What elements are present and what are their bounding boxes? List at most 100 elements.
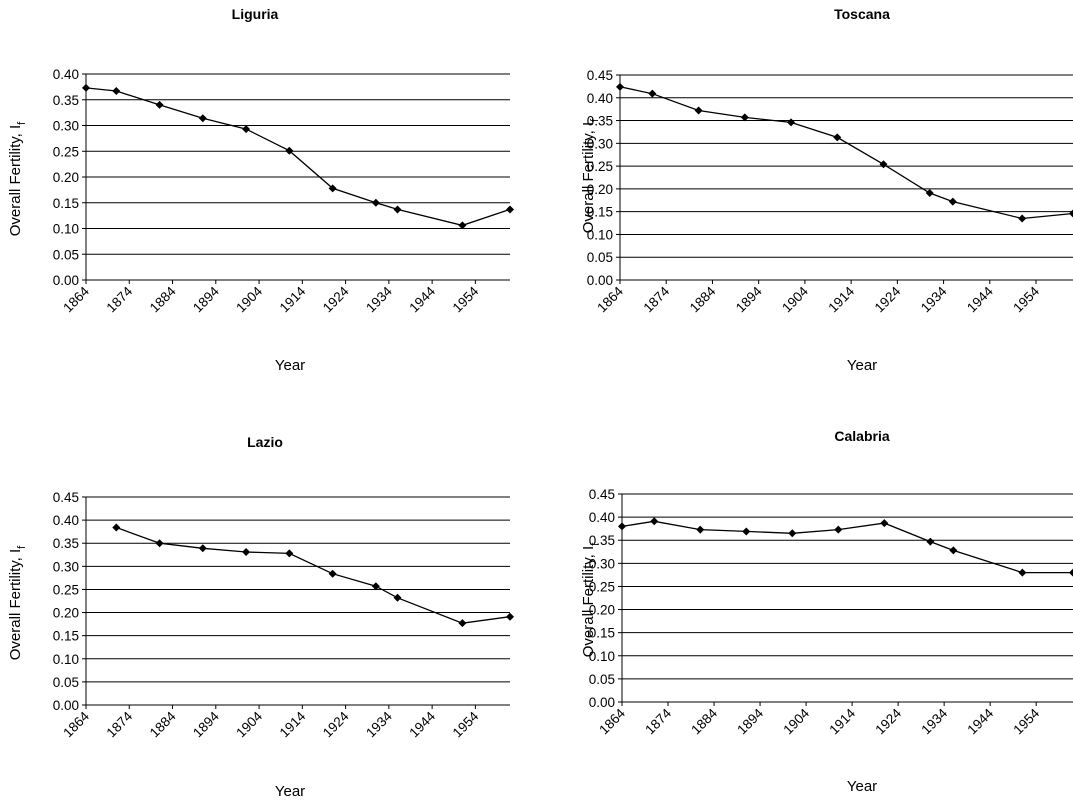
y-axis-label-main: Overall Fertility, I xyxy=(580,122,597,233)
y-tick-label: 0.35 xyxy=(53,93,79,108)
data-point xyxy=(949,546,958,555)
data-point xyxy=(371,198,380,207)
x-tick-label: 1944 xyxy=(406,708,438,740)
x-tick-label: 1924 xyxy=(872,705,904,737)
data-point xyxy=(740,113,749,122)
data-point xyxy=(880,519,889,528)
x-tick-label: 1914 xyxy=(277,708,309,740)
y-tick-label: 0.00 xyxy=(53,273,79,288)
y-tick-label: 0.10 xyxy=(589,649,615,664)
series-line xyxy=(621,520,1073,574)
y-tick-label: 0.25 xyxy=(53,582,79,597)
y-axis-label-sub: f xyxy=(589,542,601,546)
y-tick-label: 0.10 xyxy=(53,652,79,667)
x-tick-label: 1934 xyxy=(363,283,395,315)
y-axis-label: Overall Fertility, If xyxy=(580,118,601,233)
y-tick-label: 0.30 xyxy=(53,119,79,134)
y-tick-label: 0.45 xyxy=(53,490,79,505)
chart-title: Toscana xyxy=(834,6,890,22)
y-tick-label: 0.20 xyxy=(589,603,615,618)
y-axis-label-main: Overall Fertility, I xyxy=(580,546,597,657)
y-tick-label: 0.35 xyxy=(587,114,613,129)
data-point xyxy=(371,582,380,591)
x-tick-label: 1944 xyxy=(406,283,438,315)
x-axis-label: Year xyxy=(275,357,305,374)
data-point xyxy=(948,197,957,206)
x-axis-label: Year xyxy=(847,778,877,795)
x-tick-label: 1884 xyxy=(687,283,719,315)
data-point xyxy=(834,525,843,534)
x-tick-label: 1894 xyxy=(190,283,222,315)
data-point xyxy=(833,133,842,142)
x-tick-label: 1904 xyxy=(233,283,265,315)
data-point xyxy=(742,527,751,536)
chart-panel-toscana: Toscana 0.00 0.05 0.10 0.15 0.20 0.25 0.30 0.35… xyxy=(537,0,1073,400)
data-point xyxy=(506,205,514,214)
y-tick-label: 0.05 xyxy=(587,250,613,265)
data-point xyxy=(112,523,121,532)
x-tick-label: 1924 xyxy=(872,283,904,315)
x-tick-label: 1864 xyxy=(60,708,92,740)
chart-toscana: Toscana 0.00 0.05 0.10 0.15 0.20 0.25 0.30 0.35… xyxy=(580,6,1073,374)
data-point xyxy=(879,160,888,169)
data-point xyxy=(112,86,121,95)
data-point xyxy=(458,221,467,230)
data-point xyxy=(787,118,796,127)
data-point xyxy=(1069,209,1073,218)
data-point xyxy=(650,517,659,526)
y-tick-label: 0.40 xyxy=(53,67,79,82)
data-point xyxy=(694,106,703,115)
chart-title: Liguria xyxy=(232,6,279,22)
x-tick-label: 1954 xyxy=(450,708,482,740)
chart-title: Lazio xyxy=(247,434,283,450)
data-point xyxy=(328,184,337,193)
y-tick-label: 0.05 xyxy=(53,247,79,262)
y-tick-label: 0.25 xyxy=(587,159,613,174)
y-tick-label: 0.45 xyxy=(587,68,613,83)
x-tick-label: 1904 xyxy=(780,705,812,737)
y-tick-label: 0.20 xyxy=(53,606,79,621)
x-tick-label: 1904 xyxy=(233,708,265,740)
x-tick-label: 1874 xyxy=(642,705,674,737)
chart-title: Calabria xyxy=(834,428,889,444)
y-tick-label: 0.15 xyxy=(53,196,79,211)
y-axis-label-main: Overall Fertility, I xyxy=(7,549,24,660)
x-tick-label: 1914 xyxy=(826,705,858,737)
y-tick-label: 0.30 xyxy=(589,556,615,571)
data-point xyxy=(285,549,294,558)
x-tick-label: 1924 xyxy=(320,283,352,315)
data-point xyxy=(155,100,164,109)
y-tick-label: 0.05 xyxy=(589,672,615,687)
data-point xyxy=(925,188,934,197)
y-tick-label: 0.40 xyxy=(587,91,613,106)
y-axis-label: Overall Fertility, If xyxy=(7,121,28,236)
data-point xyxy=(242,125,251,134)
chart-panel-lazio: Lazio 0.00 0.05 0.10 0.15 0.20 0.25 0.30 0.35 0.… xyxy=(0,404,530,804)
chart-panel-calabria: Calabria 0.00 0.05 0.10 0.15 0.20 0.25 0.30 0.3… xyxy=(537,404,1073,804)
x-tick-label: 1884 xyxy=(147,708,179,740)
data-point xyxy=(198,114,207,123)
x-tick-label: 1864 xyxy=(594,283,626,315)
y-tick-label: 0.25 xyxy=(53,144,79,159)
x-tick-label: 1914 xyxy=(825,283,857,315)
data-point xyxy=(198,544,207,553)
y-axis-label: Overall Fertility, If xyxy=(7,545,28,660)
y-tick-label: 0.15 xyxy=(587,205,613,220)
y-tick-label: 0.20 xyxy=(587,182,613,197)
y-axis-label-sub: f xyxy=(16,545,28,549)
y-tick-label: 0.40 xyxy=(589,510,615,525)
y-tick-label: 0.30 xyxy=(587,136,613,151)
y-tick-label: 0.25 xyxy=(589,579,615,594)
y-tick-label: 0.10 xyxy=(53,222,79,237)
y-tick-label: 0.35 xyxy=(589,533,615,548)
y-tick-label: 0.00 xyxy=(53,698,79,713)
x-axis-label: Year xyxy=(847,357,877,374)
data-point xyxy=(1069,568,1073,577)
x-tick-label: 1894 xyxy=(733,283,765,315)
data-point xyxy=(1018,214,1027,223)
data-point xyxy=(242,548,251,557)
x-tick-label: 1934 xyxy=(918,705,950,737)
y-tick-label: 0.20 xyxy=(53,170,79,185)
y-tick-label: 0.10 xyxy=(587,227,613,242)
data-point xyxy=(788,529,797,538)
